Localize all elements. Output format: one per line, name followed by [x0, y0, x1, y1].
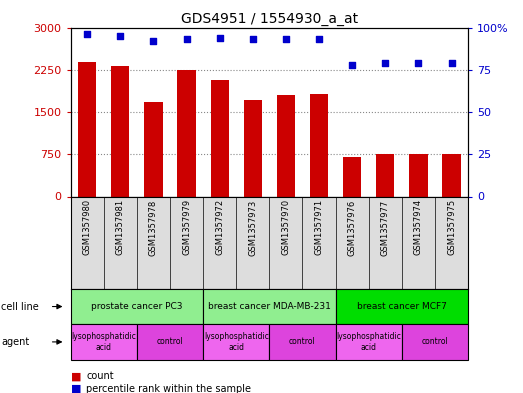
Bar — [203, 324, 269, 360]
Text: control: control — [156, 338, 184, 346]
Text: GSM1357981: GSM1357981 — [116, 199, 125, 255]
Point — [447, 60, 456, 66]
Text: percentile rank within the sample: percentile rank within the sample — [86, 384, 251, 393]
Bar — [137, 324, 203, 360]
Text: agent: agent — [1, 337, 29, 347]
Bar — [71, 324, 137, 360]
Bar — [269, 324, 336, 360]
Point — [183, 36, 191, 42]
Text: control: control — [422, 338, 448, 346]
Text: control: control — [289, 338, 316, 346]
Bar — [71, 289, 203, 324]
Bar — [402, 324, 468, 360]
Bar — [336, 289, 468, 324]
Text: cell line: cell line — [1, 301, 39, 312]
Text: GSM1357970: GSM1357970 — [281, 199, 290, 255]
Text: lysophosphatidic
acid: lysophosphatidic acid — [204, 332, 269, 352]
Text: GSM1357974: GSM1357974 — [414, 199, 423, 255]
Point — [315, 36, 323, 42]
Bar — [343, 156, 361, 196]
Bar — [410, 154, 427, 196]
Bar — [336, 324, 402, 360]
Text: GSM1357977: GSM1357977 — [381, 199, 390, 255]
Bar — [211, 80, 229, 196]
Point — [414, 60, 423, 66]
Bar — [244, 99, 262, 196]
Point — [381, 60, 390, 66]
Bar — [203, 289, 336, 324]
Text: GSM1357980: GSM1357980 — [83, 199, 92, 255]
Bar — [376, 154, 394, 196]
Point — [215, 35, 224, 41]
Text: GSM1357976: GSM1357976 — [348, 199, 357, 255]
Bar — [144, 102, 163, 196]
Text: breast cancer MCF7: breast cancer MCF7 — [357, 302, 447, 311]
Bar — [442, 154, 461, 196]
Bar — [111, 66, 129, 196]
Point — [282, 36, 290, 42]
Text: GSM1357978: GSM1357978 — [149, 199, 158, 255]
Title: GDS4951 / 1554930_a_at: GDS4951 / 1554930_a_at — [181, 13, 358, 26]
Text: lysophosphatidic
acid: lysophosphatidic acid — [71, 332, 136, 352]
Bar — [177, 70, 196, 196]
Text: GSM1357973: GSM1357973 — [248, 199, 257, 255]
Bar — [78, 62, 96, 196]
Point — [149, 38, 157, 44]
Point — [116, 33, 124, 39]
Text: ■: ■ — [71, 384, 81, 393]
Point — [83, 31, 92, 37]
Bar — [310, 94, 328, 196]
Text: lysophosphatidic
acid: lysophosphatidic acid — [336, 332, 401, 352]
Text: GSM1357975: GSM1357975 — [447, 199, 456, 255]
Text: prostate cancer PC3: prostate cancer PC3 — [91, 302, 183, 311]
Text: GSM1357972: GSM1357972 — [215, 199, 224, 255]
Text: GSM1357979: GSM1357979 — [182, 199, 191, 255]
Point — [248, 36, 257, 42]
Text: ■: ■ — [71, 371, 81, 382]
Point — [348, 62, 356, 68]
Bar — [277, 95, 295, 196]
Text: GSM1357971: GSM1357971 — [314, 199, 324, 255]
Text: breast cancer MDA-MB-231: breast cancer MDA-MB-231 — [208, 302, 331, 311]
Text: count: count — [86, 371, 114, 382]
